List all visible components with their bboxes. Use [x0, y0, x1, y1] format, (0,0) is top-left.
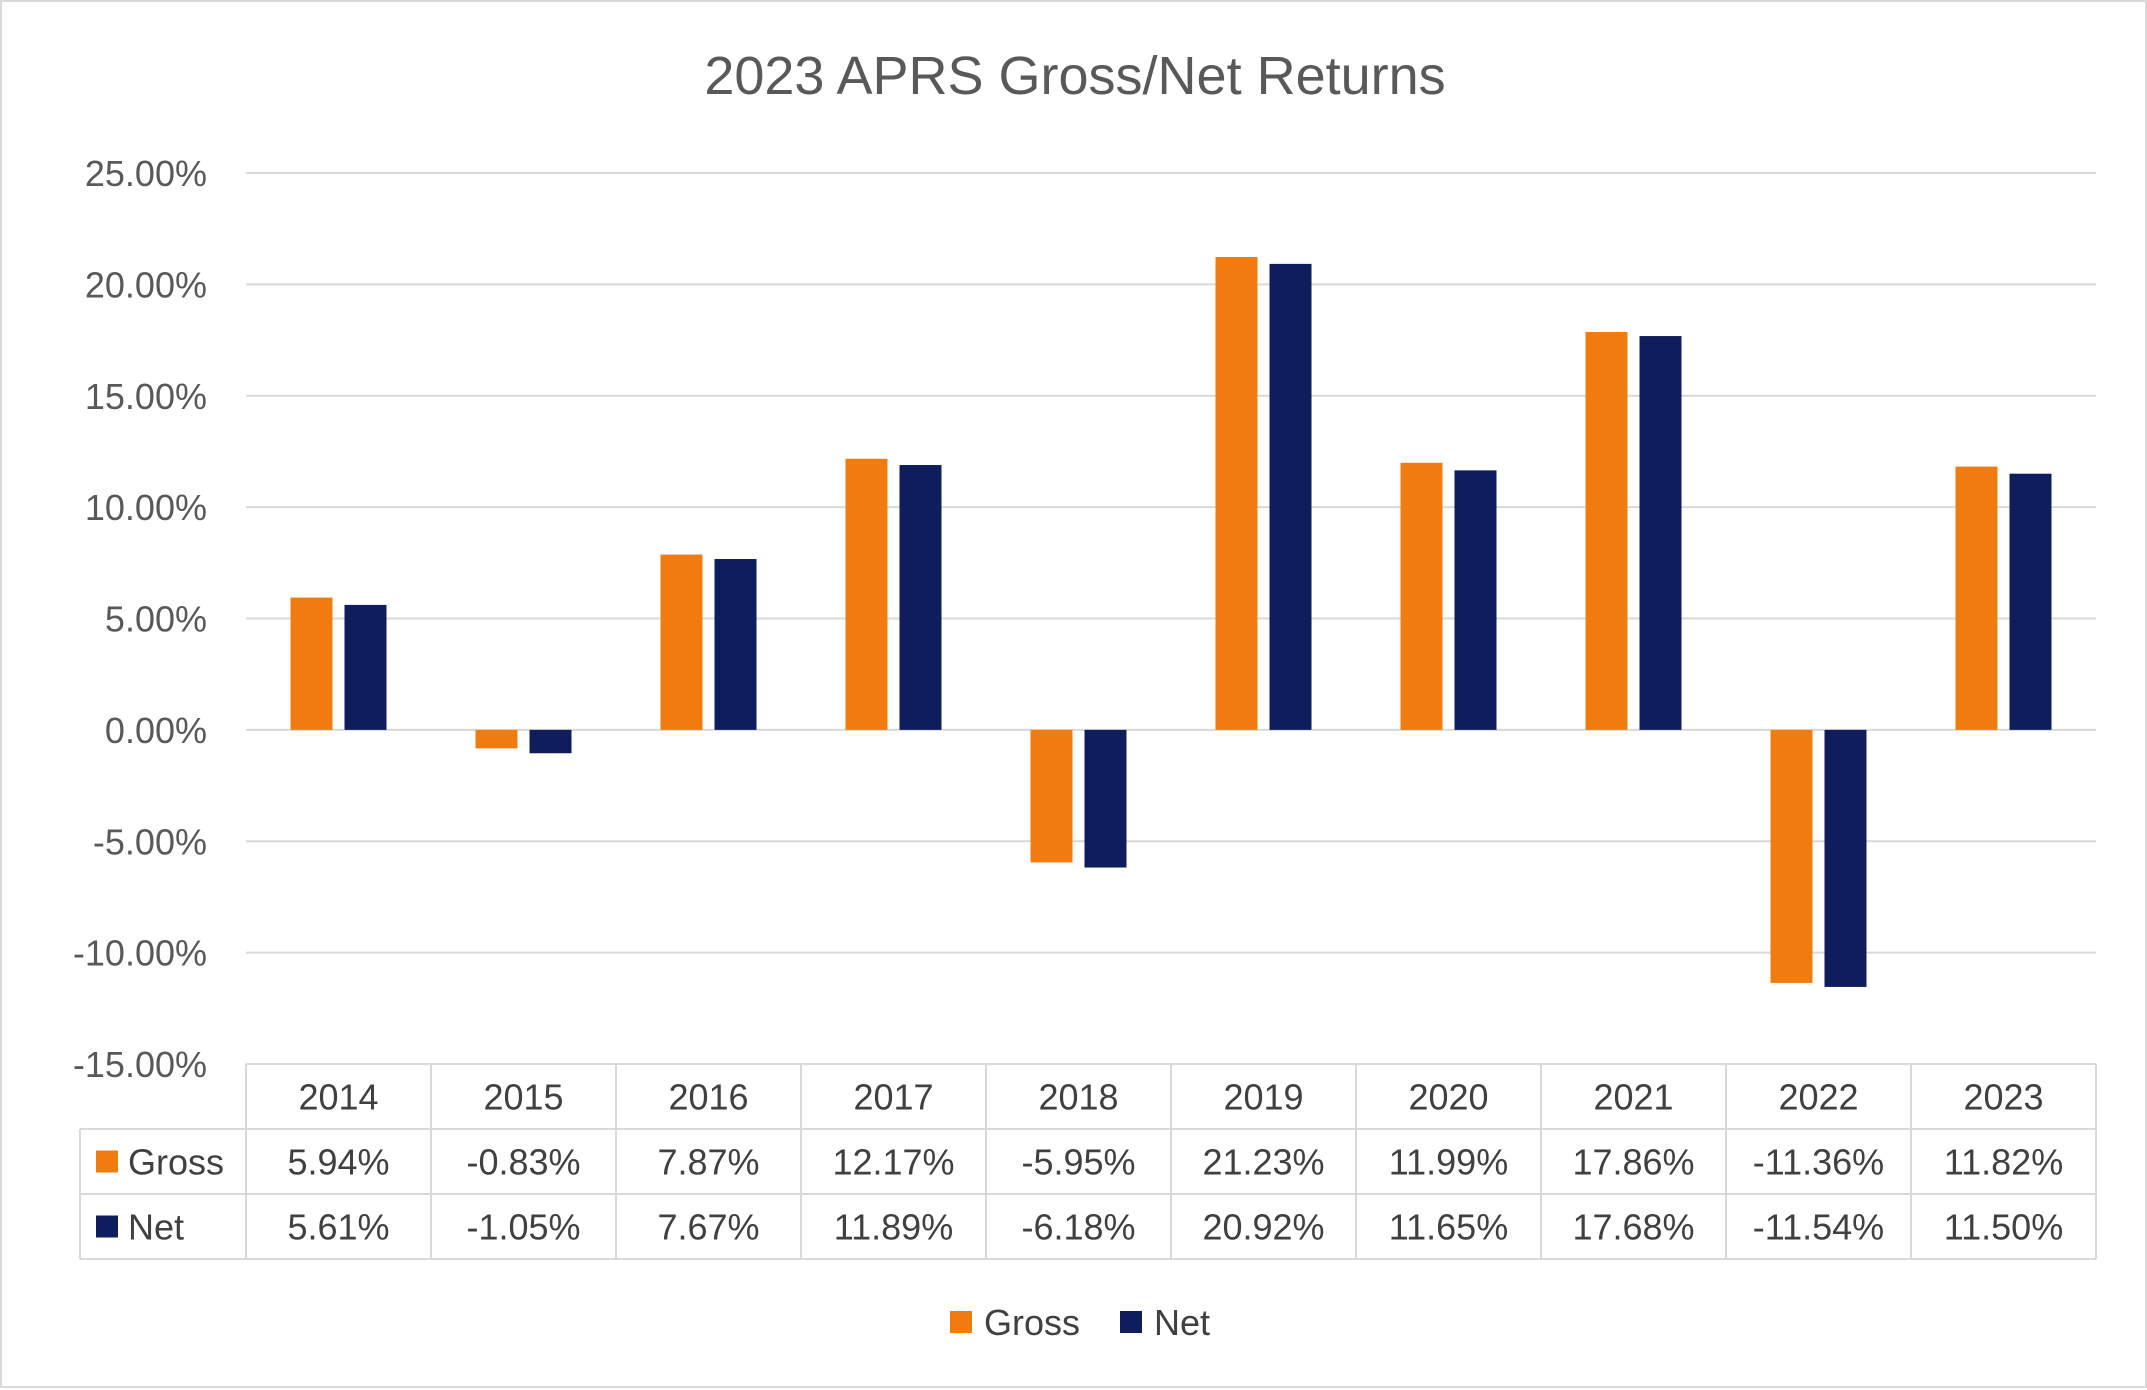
category-label: 2021 — [1593, 1077, 1673, 1118]
table-cell: 17.68% — [1572, 1207, 1694, 1248]
bar-gross-2019 — [1215, 256, 1258, 730]
table-cell: 11.99% — [1389, 1142, 1508, 1183]
bar-net-2019 — [1269, 263, 1312, 730]
table-cell: -11.36% — [1753, 1142, 1884, 1183]
table-series-name: Gross — [128, 1142, 224, 1183]
bar-gross-2022 — [1770, 729, 1813, 983]
category-label: 2015 — [483, 1077, 563, 1118]
table-cell: -0.83% — [466, 1142, 580, 1183]
category-label: 2018 — [1038, 1077, 1118, 1118]
bar-net-2023 — [2009, 473, 2052, 730]
bar-net-2017 — [899, 465, 942, 730]
chart-title: 2023 APRS Gross/Net Returns — [704, 46, 1445, 106]
bar-gross-2014 — [290, 597, 333, 730]
table-cell: 12.17% — [832, 1142, 954, 1183]
table-cell: 7.67% — [657, 1207, 759, 1248]
table-cell: -5.95% — [1021, 1142, 1135, 1183]
bar-net-2015 — [529, 729, 572, 754]
category-label: 2016 — [668, 1077, 748, 1118]
y-tick-label: 0.00% — [105, 710, 207, 751]
table-cell: 7.87% — [657, 1142, 759, 1183]
category-label: 2017 — [853, 1077, 933, 1118]
category-label: 2019 — [1223, 1077, 1303, 1118]
legend-swatch-gross — [950, 1311, 972, 1333]
table-cell: -11.54% — [1753, 1207, 1884, 1248]
legend-label-gross: Gross — [984, 1302, 1080, 1343]
table-cell: -6.18% — [1021, 1207, 1135, 1248]
legend: Gross Net — [950, 1302, 1210, 1343]
y-tick-label: 5.00% — [105, 599, 207, 640]
y-tick-label: -15.00% — [73, 1044, 207, 1085]
y-tick-label: 15.00% — [85, 376, 207, 417]
bar-net-2021 — [1639, 336, 1682, 730]
bar-net-2020 — [1454, 470, 1497, 730]
table-cell: -1.05% — [466, 1207, 580, 1248]
bar-net-2016 — [714, 559, 757, 730]
category-label: 2020 — [1408, 1077, 1488, 1118]
table-cell: 17.86% — [1572, 1142, 1694, 1183]
bars — [290, 256, 2052, 987]
y-tick-label: 20.00% — [85, 264, 207, 305]
y-axis-ticks: 25.00% 20.00% 15.00% 10.00% 5.00% 0.00% -5.00%… — [73, 153, 207, 1085]
legend-label-net: Net — [1154, 1302, 1210, 1343]
table-cell: 5.94% — [287, 1142, 389, 1183]
bar-gross-2015 — [475, 729, 518, 749]
table-cell: 11.50% — [1944, 1207, 2063, 1248]
bar-gross-2018 — [1030, 729, 1073, 863]
category-label: 2022 — [1778, 1077, 1858, 1118]
table-cell: 20.92% — [1202, 1207, 1324, 1248]
bar-gross-2023 — [1955, 466, 1998, 730]
data-table: 2014 2015 2016 2017 2018 2019 2020 2021 2022 2023… — [79, 1063, 2097, 1260]
table-cell: 11.65% — [1389, 1207, 1508, 1248]
bar-net-2018 — [1084, 729, 1127, 868]
y-tick-label: 25.00% — [85, 153, 207, 194]
table-series-key — [96, 1150, 118, 1173]
legend-swatch-net — [1120, 1311, 1142, 1333]
table-cell: 21.23% — [1202, 1142, 1324, 1183]
bar-net-2022 — [1824, 729, 1867, 987]
bar-net-2014 — [344, 604, 387, 730]
table-cell: 11.89% — [834, 1207, 953, 1248]
gridlines — [246, 172, 2096, 1065]
category-label: 2014 — [298, 1077, 378, 1118]
bar-gross-2021 — [1585, 332, 1628, 730]
bar-gross-2017 — [845, 458, 888, 730]
y-tick-label: -10.00% — [73, 933, 207, 974]
y-tick-label: 10.00% — [85, 487, 207, 528]
table-series-name: Net — [128, 1207, 184, 1248]
bar-gross-2020 — [1400, 462, 1443, 730]
table-series-key — [96, 1215, 118, 1238]
category-label: 2023 — [1963, 1077, 2043, 1118]
table-cell: 11.82% — [1944, 1142, 2063, 1183]
bar-gross-2016 — [660, 554, 703, 730]
y-tick-label: -5.00% — [93, 821, 207, 862]
table-cell: 5.61% — [287, 1207, 389, 1248]
